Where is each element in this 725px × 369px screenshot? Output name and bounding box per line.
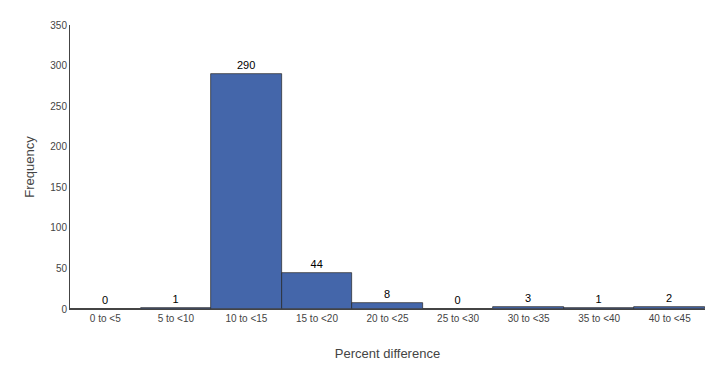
svg-text:1: 1: [596, 293, 602, 305]
svg-text:290: 290: [237, 59, 255, 71]
svg-text:44: 44: [311, 258, 323, 270]
svg-text:250: 250: [50, 101, 67, 112]
svg-text:0: 0: [61, 304, 67, 315]
svg-text:40 to <45: 40 to <45: [649, 313, 691, 324]
svg-text:3: 3: [525, 292, 531, 304]
svg-text:2: 2: [666, 292, 672, 304]
svg-text:25 to <30: 25 to <30: [437, 313, 479, 324]
svg-text:0 to <5: 0 to <5: [90, 313, 121, 324]
svg-text:100: 100: [50, 222, 67, 233]
svg-text:8: 8: [384, 288, 390, 300]
svg-text:30 to <35: 30 to <35: [508, 313, 550, 324]
svg-text:10 to <15: 10 to <15: [225, 313, 267, 324]
svg-text:Frequency: Frequency: [22, 136, 37, 198]
svg-text:15 to <20: 15 to <20: [296, 313, 338, 324]
svg-text:0: 0: [102, 294, 108, 306]
svg-text:50: 50: [56, 263, 68, 274]
svg-text:20 to <25: 20 to <25: [367, 313, 409, 324]
svg-text:5 to <10: 5 to <10: [158, 313, 195, 324]
svg-text:350: 350: [50, 20, 67, 31]
svg-text:200: 200: [50, 141, 67, 152]
svg-text:0: 0: [455, 294, 461, 306]
svg-text:1: 1: [173, 293, 179, 305]
svg-text:150: 150: [50, 182, 67, 193]
svg-text:300: 300: [50, 60, 67, 71]
svg-text:35 to <40: 35 to <40: [578, 313, 620, 324]
svg-text:Percent difference: Percent difference: [335, 346, 440, 361]
